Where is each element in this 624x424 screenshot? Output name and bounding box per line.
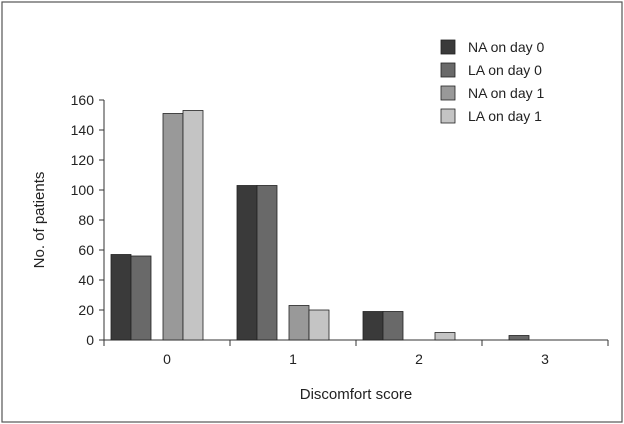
bar (434, 332, 456, 341)
x-tick-label: 1 (289, 351, 297, 367)
bar (256, 185, 278, 341)
x-tick-label: 0 (163, 351, 171, 367)
legend-label: NA on day 1 (468, 85, 544, 101)
bar (162, 113, 184, 341)
x-axis-ticks: 0 1 2 3 (103, 340, 609, 367)
x-tick-label: 2 (415, 351, 423, 367)
bar (308, 309, 330, 341)
legend-label: NA on day 0 (468, 39, 544, 55)
bar (130, 255, 152, 341)
legend: NA on day 0 LA on day 0 NA on day 1 LA on d… (440, 39, 544, 124)
bar (182, 110, 204, 341)
legend-swatch (440, 39, 456, 55)
y-tick-label: 160 (71, 92, 95, 108)
bar (236, 185, 258, 341)
y-axis-title: No. of patients (31, 172, 48, 269)
bar (288, 305, 310, 341)
bar (110, 254, 132, 341)
y-tick-label: 80 (78, 212, 94, 228)
legend-swatch (440, 62, 456, 78)
bars (110, 110, 530, 341)
y-tick-label: 120 (71, 152, 95, 168)
x-axis-title: Discomfort score (300, 386, 413, 403)
y-axis-ticks: 0 20 40 60 80 100 120 140 160 (71, 92, 104, 348)
x-tick-label: 3 (541, 351, 549, 367)
y-tick-label: 0 (86, 332, 94, 348)
y-tick-label: 100 (71, 182, 95, 198)
y-tick-label: 40 (78, 272, 94, 288)
bar (382, 311, 404, 341)
plot-area: 0 20 40 60 80 100 120 140 160 0 1 2 3 (71, 92, 609, 367)
y-tick-label: 20 (78, 302, 94, 318)
bar (362, 311, 384, 341)
legend-label: LA on day 1 (468, 108, 542, 124)
y-tick-label: 60 (78, 242, 94, 258)
y-tick-label: 140 (71, 122, 95, 138)
legend-label: LA on day 0 (468, 62, 542, 78)
bar (508, 335, 530, 341)
legend-swatch (440, 108, 456, 124)
legend-swatch (440, 85, 456, 101)
